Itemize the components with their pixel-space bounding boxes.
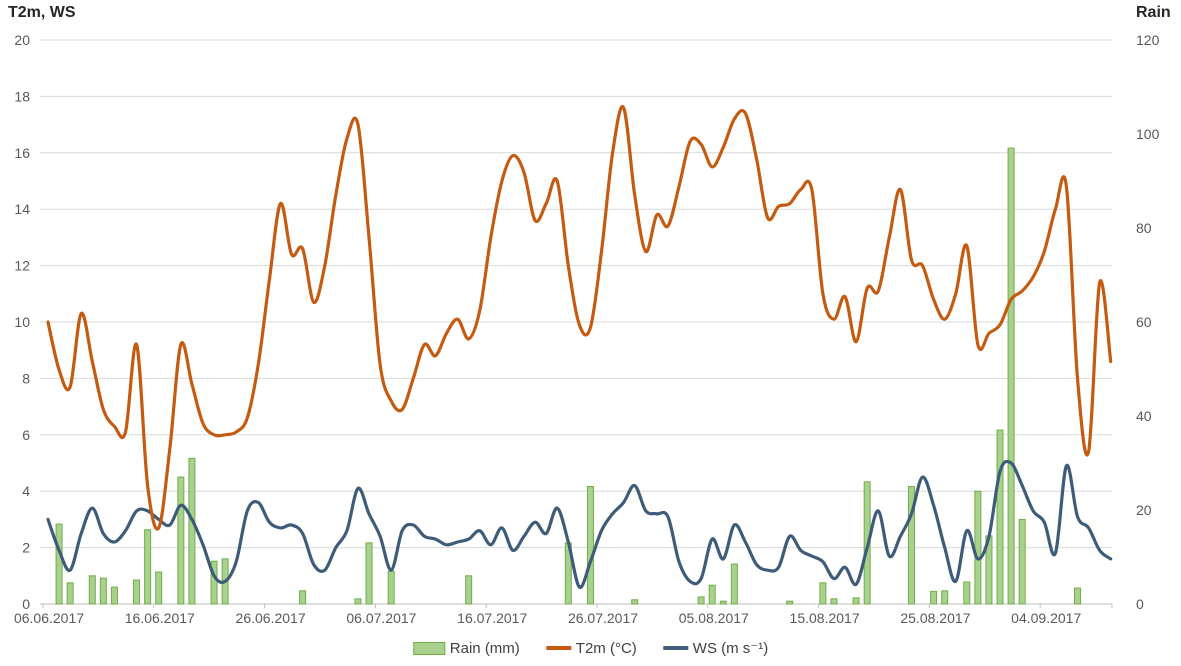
svg-text:16.07.2017: 16.07.2017 <box>457 610 527 626</box>
svg-text:10: 10 <box>14 314 30 330</box>
legend-item-t2m: T2m (°C) <box>545 639 637 657</box>
left-axis-labels: 0 2 4 6 8 10 12 14 16 18 20 <box>14 32 30 612</box>
legend-label-ws: WS (m s⁻¹) <box>692 640 769 657</box>
right-axis-labels: 0 20 40 60 80 100 120 <box>1136 32 1160 612</box>
svg-text:26.06.2017: 26.06.2017 <box>236 610 306 626</box>
svg-text:16: 16 <box>14 145 30 161</box>
legend: Rain (mm) T2m (°C) WS (m s⁻¹) <box>412 639 769 657</box>
right-axis-title: Rain <box>1136 4 1171 21</box>
svg-text:25.08.2017: 25.08.2017 <box>900 610 970 626</box>
svg-text:16.06.2017: 16.06.2017 <box>125 610 195 626</box>
legend-item-ws: WS (m s⁻¹) <box>662 639 769 657</box>
rain-bar-swatch-icon <box>412 641 445 655</box>
gridlines <box>40 39 1112 549</box>
svg-text:100: 100 <box>1136 126 1160 142</box>
ws-line-swatch-icon <box>662 646 688 650</box>
svg-text:06.07.2017: 06.07.2017 <box>346 610 416 626</box>
svg-text:12: 12 <box>14 258 30 274</box>
legend-item-rain: Rain (mm) <box>412 639 520 657</box>
svg-text:60: 60 <box>1136 314 1152 330</box>
svg-text:20: 20 <box>1136 502 1152 518</box>
svg-text:06.06.2017: 06.06.2017 <box>14 610 84 626</box>
t2m-line-swatch-icon <box>545 646 571 650</box>
svg-text:4: 4 <box>22 483 30 499</box>
svg-text:18: 18 <box>14 88 30 104</box>
svg-text:0: 0 <box>22 596 30 612</box>
svg-text:80: 80 <box>1136 220 1152 236</box>
svg-text:120: 120 <box>1136 32 1160 48</box>
svg-text:26.07.2017: 26.07.2017 <box>568 610 638 626</box>
svg-text:04.09.2017: 04.09.2017 <box>1011 610 1081 626</box>
ws-line <box>46 459 1113 589</box>
t2m-line <box>46 105 1113 531</box>
svg-text:6: 6 <box>22 427 30 443</box>
legend-label-rain: Rain (mm) <box>449 639 520 657</box>
svg-text:8: 8 <box>22 370 30 386</box>
svg-text:15.08.2017: 15.08.2017 <box>790 610 860 626</box>
svg-text:20: 20 <box>14 32 30 48</box>
svg-text:40: 40 <box>1136 408 1152 424</box>
x-axis-labels: 06.06.2017 16.06.2017 26.06.2017 06.07.2017… <box>14 610 1081 626</box>
svg-text:14: 14 <box>14 201 30 217</box>
svg-text:2: 2 <box>22 540 30 556</box>
x-axis <box>40 603 1113 608</box>
svg-text:05.08.2017: 05.08.2017 <box>679 610 749 626</box>
svg-text:0: 0 <box>1136 596 1144 612</box>
rain-bars <box>55 147 1082 605</box>
left-axis-title: T2m, WS <box>8 4 76 21</box>
legend-label-t2m: T2m (°C) <box>575 639 637 657</box>
